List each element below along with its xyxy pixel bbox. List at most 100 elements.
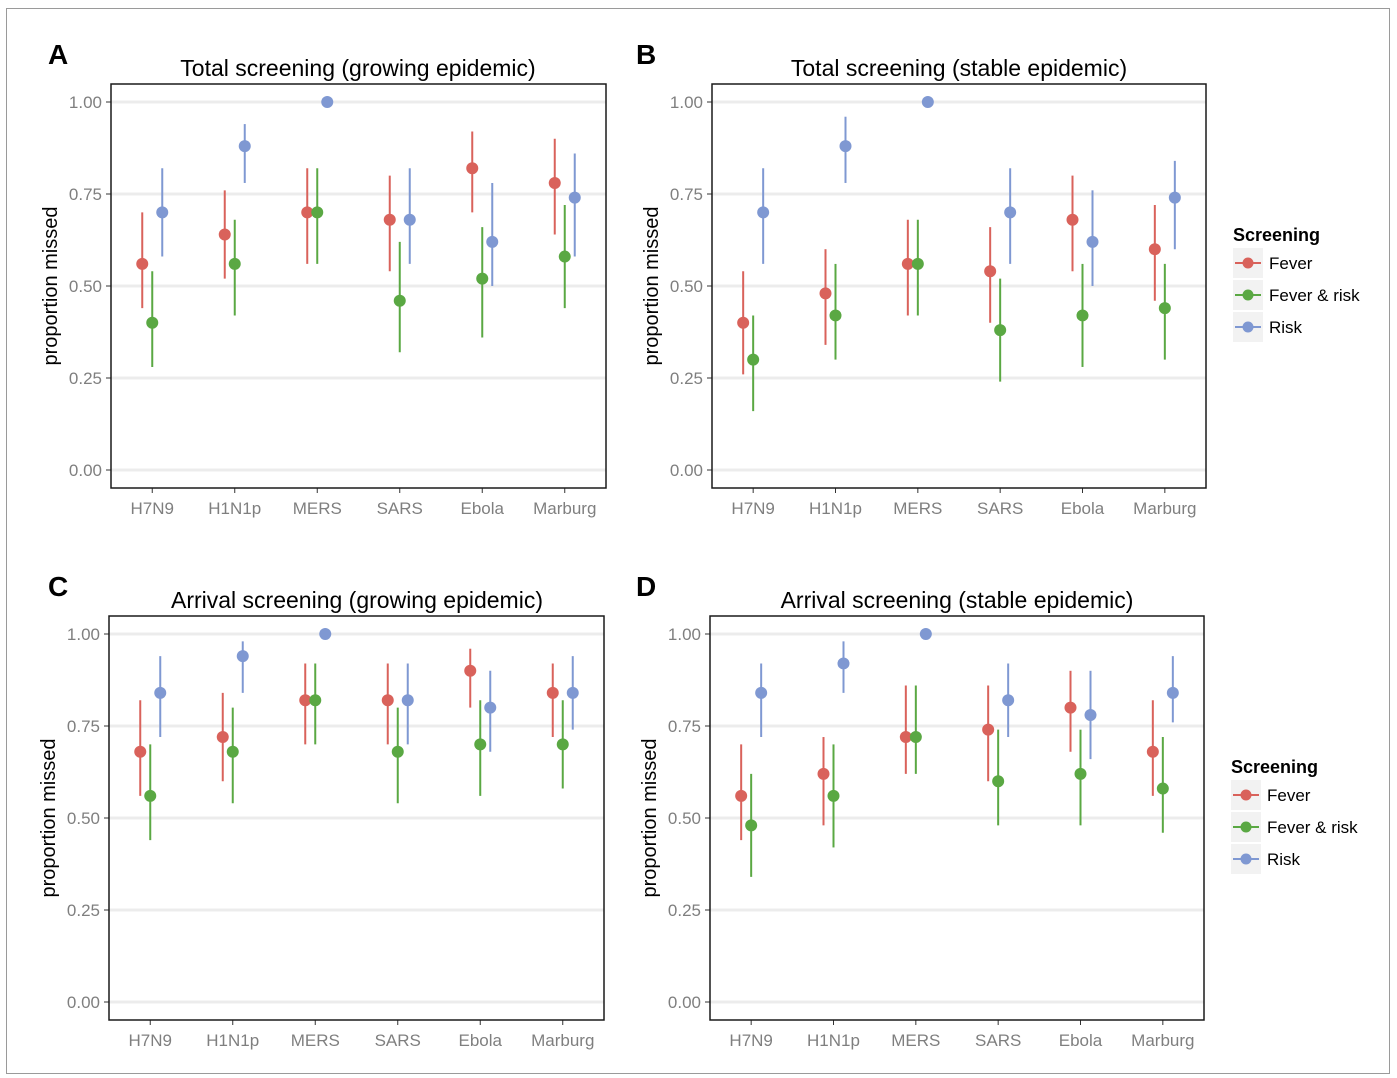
panel-d-letter: D (636, 571, 656, 602)
panel-b-fever-point (1148, 243, 1161, 256)
panel-c-risk-point (154, 686, 167, 699)
panel-a-letter: A (48, 39, 68, 70)
legend-entry-label: Fever (1267, 786, 1311, 805)
panel-d-fever-point (817, 767, 830, 780)
legend-entry-label: Risk (1269, 318, 1303, 337)
panel-b-fever-risk-point (1076, 309, 1089, 322)
panel-d-x-tick-label: Marburg (1131, 1031, 1194, 1050)
panel-b-fever-point (737, 316, 750, 329)
legend-bottom: Screening Fever Fever & risk Risk (1231, 757, 1358, 874)
panel-a-fever-point (383, 213, 396, 226)
panel-d-y-axis-title: proportion missed (639, 739, 661, 898)
panel-c-fever-risk-point (144, 789, 157, 802)
panel-d-fever-point (982, 723, 995, 736)
panel-c-x-tick-label: Ebola (459, 1031, 503, 1050)
panel-b-x-tick-label: SARS (977, 499, 1023, 518)
panel-d-y-tick-label: 0.50 (668, 809, 701, 828)
panel-c-risk-point (401, 694, 414, 707)
panel-b: B Total screening (stable epidemic) prop… (636, 39, 1207, 518)
panel-c-x-tick-label: H1N1p (206, 1031, 259, 1050)
panel-b-y-tick-label: 1.00 (670, 93, 703, 112)
panel-b-y-tick-label: 0.00 (670, 461, 703, 480)
panel-d-fever-risk-point (909, 731, 922, 744)
legend-key-point (1242, 289, 1254, 301)
panel-b-risk-point (921, 96, 934, 108)
panel-d-risk-point (1166, 686, 1179, 699)
panel-c-y-tick-label: 0.75 (67, 717, 100, 736)
panel-c: C Arrival screening (growing epidemic) p… (38, 571, 605, 1050)
panel-d-y-tick-label: 0.75 (668, 717, 701, 736)
panel-b-x-tick-label: H1N1p (809, 499, 862, 518)
panel-d-fever-risk-point (992, 775, 1005, 788)
panel-d: D Arrival screening (stable epidemic) pr… (636, 571, 1205, 1050)
panel-d-fever-point (899, 731, 912, 744)
panel-d-fever-risk-point (745, 819, 758, 832)
panel-d-fever-risk-point (827, 789, 840, 802)
panel-d-fever-point (1064, 701, 1077, 714)
panel-c-y-tick-label: 1.00 (67, 625, 100, 644)
panel-a-y-tick-label: 0.00 (69, 461, 102, 480)
panel-d-fever-risk-point (1074, 767, 1087, 780)
panel-a-fever-risk-point (476, 272, 489, 285)
panel-a-risk-point (321, 96, 334, 108)
panel-a-x-tick-label: Marburg (533, 499, 596, 518)
panel-c-fever-risk-point (556, 738, 569, 751)
panel-b-fever-point (984, 265, 997, 278)
legend-key-point (1240, 789, 1252, 801)
figure-frame (6, 8, 1390, 1074)
panel-b-fever-risk-point (747, 353, 760, 366)
panel-a-risk-point (238, 140, 251, 153)
panel-a-fever-risk-point (393, 294, 406, 307)
panel-d-x-tick-label: Ebola (1059, 1031, 1103, 1050)
panel-c-y-tick-label: 0.50 (67, 809, 100, 828)
panel-d-title: Arrival screening (stable epidemic) (781, 587, 1134, 613)
panel-a-fever-point (466, 162, 479, 175)
legend-top-title: Screening (1233, 225, 1320, 245)
panel-b-fever-risk-point (911, 257, 924, 270)
panel-d-risk-point (755, 686, 768, 699)
panel-d-risk-point (1084, 708, 1097, 721)
panel-a-y-tick-label: 0.50 (69, 277, 102, 296)
panel-a-fever-risk-point (146, 316, 159, 329)
panel-d-y-tick-label: 0.00 (668, 993, 701, 1012)
panel-b-risk-point (1004, 206, 1017, 219)
panel-c-fever-point (299, 694, 312, 707)
panel-a-plot-border (110, 83, 607, 489)
panel-c-plot-border (108, 615, 605, 1021)
legend-bottom-title: Screening (1231, 757, 1318, 777)
panel-b-fever-point (1066, 213, 1079, 226)
panel-a-y-tick-label: 1.00 (69, 93, 102, 112)
panel-d-y-tick-label: 1.00 (668, 625, 701, 644)
panel-c-fever-point (464, 664, 477, 677)
panel-d-fever-point (1146, 745, 1159, 758)
panel-a-fever-risk-point (228, 257, 241, 270)
panel-a-x-tick-label: Ebola (461, 499, 505, 518)
panel-c-x-tick-label: MERS (291, 1031, 340, 1050)
panel-c-title: Arrival screening (growing epidemic) (171, 587, 543, 613)
panel-b-x-tick-label: H7N9 (731, 499, 774, 518)
panel-a-risk-point (156, 206, 169, 219)
panel-b-risk-point (757, 206, 770, 219)
panel-b-risk-point (1086, 235, 1099, 248)
panel-b-risk-point (1168, 191, 1181, 204)
panel-c-letter: C (48, 571, 68, 602)
panel-a-fever-risk-point (311, 206, 324, 219)
panel-c-fever-risk-point (391, 745, 404, 758)
panel-d-y-tick-label: 0.25 (668, 901, 701, 920)
panel-a-y-tick-label: 0.75 (69, 185, 102, 204)
panel-c-fever-point (134, 745, 147, 758)
panel-a-fever-point (548, 176, 561, 189)
panel-a-fever-risk-point (558, 250, 571, 263)
panel-c-fever-risk-point (226, 745, 239, 758)
panel-a-risk-point (568, 191, 581, 204)
panel-c-fever-point (216, 731, 229, 744)
panel-d-fever-point (735, 789, 748, 802)
panel-b-fever-point (901, 257, 914, 270)
legend-key-point (1242, 257, 1254, 269)
legend-key-point (1240, 821, 1252, 833)
panel-d-plot-border (709, 615, 1205, 1021)
panel-a-risk-point (403, 213, 416, 226)
panel-b-letter: B (636, 39, 656, 70)
panel-a-x-tick-label: H1N1p (208, 499, 261, 518)
panel-d-risk-point (837, 657, 850, 670)
